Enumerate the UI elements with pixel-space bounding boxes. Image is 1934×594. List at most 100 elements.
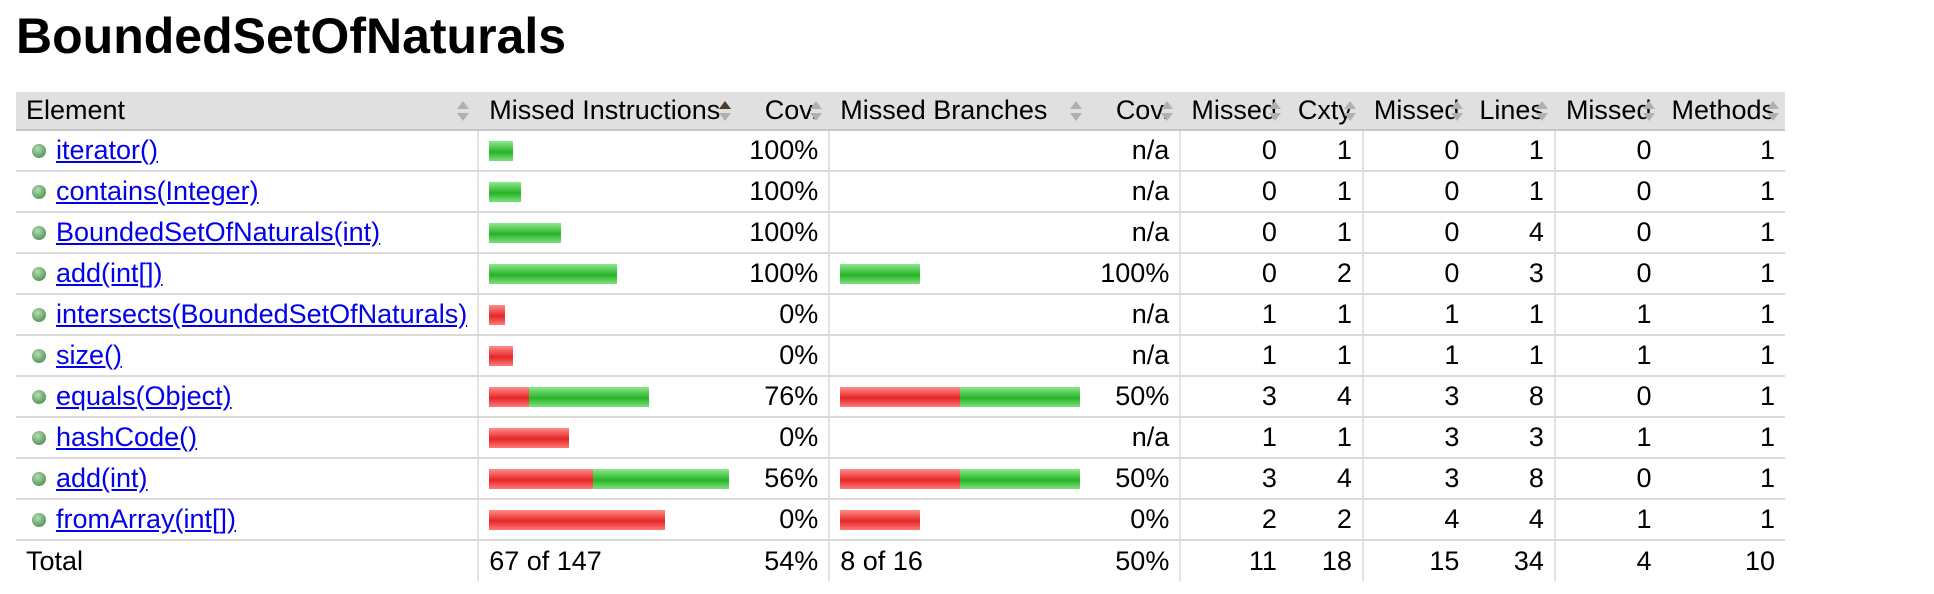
cxty-value: 2	[1286, 253, 1363, 295]
column-header-missed-instructions[interactable]: Missed Instructions	[477, 92, 740, 131]
column-header-lines[interactable]: Lines	[1469, 92, 1555, 131]
element-cell: fromArray(int[])	[16, 499, 479, 541]
lines-missed-value: 3	[1361, 376, 1470, 418]
method-link[interactable]: fromArray(int[])	[56, 504, 237, 534]
instructions-coverage-bar	[489, 263, 729, 284]
missed-branches-cell	[828, 130, 1091, 172]
methods-missed-value: 0	[1553, 130, 1662, 172]
cxty-missed-value: 3	[1179, 376, 1287, 418]
totals-instructions: 67 of 147	[477, 540, 740, 581]
method-link[interactable]: add(int)	[56, 463, 148, 493]
branches-coverage-value: n/a	[1090, 335, 1181, 377]
missed-instructions-cell	[477, 499, 740, 541]
methods-value: 1	[1661, 253, 1786, 295]
lines-value: 1	[1469, 130, 1555, 172]
instructions-coverage-value: 0%	[739, 417, 830, 459]
branches-coverage-bar	[840, 182, 1080, 202]
methods-missed-value: 1	[1553, 499, 1662, 541]
sort-arrows-icon	[457, 100, 470, 121]
element-cell: add(int[])	[16, 253, 479, 295]
lines-value: 1	[1469, 335, 1555, 377]
missed-instructions-cell	[477, 335, 740, 377]
method-link[interactable]: add(int[])	[56, 258, 163, 288]
column-header-element-label: Element	[26, 95, 126, 125]
table-row: intersects(BoundedSetOfNaturals) 0% n/a 1 1 1…	[16, 294, 1786, 336]
sort-arrows-icon	[1451, 100, 1464, 121]
branches-coverage-bar	[840, 141, 1080, 161]
column-header-branches-coverage-label: Cov.	[1115, 95, 1170, 125]
method-link[interactable]: iterator()	[56, 135, 159, 165]
methods-value: 1	[1661, 294, 1786, 336]
missed-instructions-cell	[477, 253, 740, 295]
cxty-value: 1	[1286, 417, 1363, 459]
instructions-coverage-bar	[489, 468, 730, 489]
branches-coverage-bar	[840, 468, 1081, 489]
methods-value: 1	[1661, 171, 1786, 213]
method-link[interactable]: intersects(BoundedSetOfNaturals)	[56, 299, 468, 329]
branches-coverage-bar	[840, 346, 1080, 366]
missed-branches-cell	[828, 212, 1091, 254]
lines-value: 8	[1469, 376, 1555, 418]
covered-bar-segment	[960, 468, 1081, 489]
missed-instructions-cell	[477, 171, 740, 213]
column-header-methods-missed-label: Missed	[1565, 95, 1652, 125]
table-body: iterator() 100% n/a 0 1 0 1 0 1 contains(Integer)…	[16, 130, 1786, 541]
method-green-dot-icon	[32, 266, 46, 281]
column-header-branches-coverage[interactable]: Cov.	[1090, 92, 1181, 131]
lines-value: 1	[1469, 294, 1555, 336]
cxty-missed-value: 3	[1179, 458, 1287, 500]
column-header-lines-label: Lines	[1479, 95, 1544, 125]
lines-missed-value: 0	[1361, 130, 1470, 172]
lines-missed-value: 1	[1361, 294, 1470, 336]
sort-arrows-icon	[810, 100, 823, 121]
sort-arrows-icon	[1767, 100, 1780, 121]
instructions-coverage-value: 0%	[739, 335, 830, 377]
table-row: BoundedSetOfNaturals(int) 100% n/a 0 1 0 4 0 1	[16, 212, 1786, 254]
missed-bar-segment	[489, 427, 570, 448]
branches-coverage-bar	[840, 223, 1080, 243]
sort-desc-icon	[719, 100, 732, 121]
method-link[interactable]: size()	[56, 340, 122, 370]
lines-value: 1	[1469, 171, 1555, 213]
column-header-cxty[interactable]: Cxty	[1286, 92, 1363, 131]
column-header-missed-branches[interactable]: Missed Branches	[828, 92, 1091, 131]
methods-missed-value: 0	[1553, 376, 1662, 418]
methods-value: 1	[1661, 458, 1786, 500]
missed-bar-segment	[840, 468, 961, 489]
column-header-instructions-coverage[interactable]: Cov.	[739, 92, 830, 131]
branches-coverage-value: n/a	[1090, 294, 1181, 336]
methods-missed-value: 1	[1553, 294, 1662, 336]
method-link[interactable]: BoundedSetOfNaturals(int)	[56, 217, 381, 247]
branches-coverage-value: n/a	[1090, 171, 1181, 213]
method-link[interactable]: equals(Object)	[56, 381, 232, 411]
method-green-dot-icon	[32, 225, 46, 240]
column-header-cxty-missed[interactable]: Missed	[1179, 92, 1287, 131]
cxty-value: 1	[1286, 335, 1363, 377]
missed-bar-segment	[489, 386, 530, 407]
totals-branches: 8 of 16	[828, 540, 1091, 581]
lines-value: 4	[1469, 499, 1555, 541]
table-row: equals(Object) 76% 50% 3 4 3 8 0 1	[16, 376, 1786, 418]
method-green-dot-icon	[32, 348, 46, 363]
method-green-dot-icon	[32, 143, 46, 158]
sort-arrows-icon	[1343, 100, 1356, 121]
missed-bar-segment	[489, 304, 506, 325]
missed-branches-cell	[828, 499, 1091, 541]
column-header-element[interactable]: Element	[16, 92, 479, 131]
column-header-methods[interactable]: Methods	[1661, 92, 1786, 131]
column-header-lines-missed[interactable]: Missed	[1361, 92, 1470, 131]
branches-coverage-value: 0%	[1090, 499, 1181, 541]
instructions-coverage-bar	[489, 345, 729, 366]
method-link[interactable]: hashCode()	[56, 422, 198, 452]
missed-branches-cell	[828, 458, 1091, 500]
methods-value: 1	[1661, 335, 1786, 377]
branches-coverage-bar	[840, 509, 1080, 530]
instructions-coverage-value: 100%	[739, 171, 830, 213]
totals-row: Total 67 of 147 54% 8 of 16 50% 11 18 15…	[16, 540, 1785, 581]
method-link[interactable]: contains(Integer)	[56, 176, 259, 206]
missed-instructions-cell	[477, 294, 740, 336]
lines-value: 4	[1469, 212, 1555, 254]
covered-bar-segment	[960, 386, 1081, 407]
methods-missed-value: 0	[1553, 253, 1662, 295]
column-header-methods-missed[interactable]: Missed	[1553, 92, 1662, 131]
